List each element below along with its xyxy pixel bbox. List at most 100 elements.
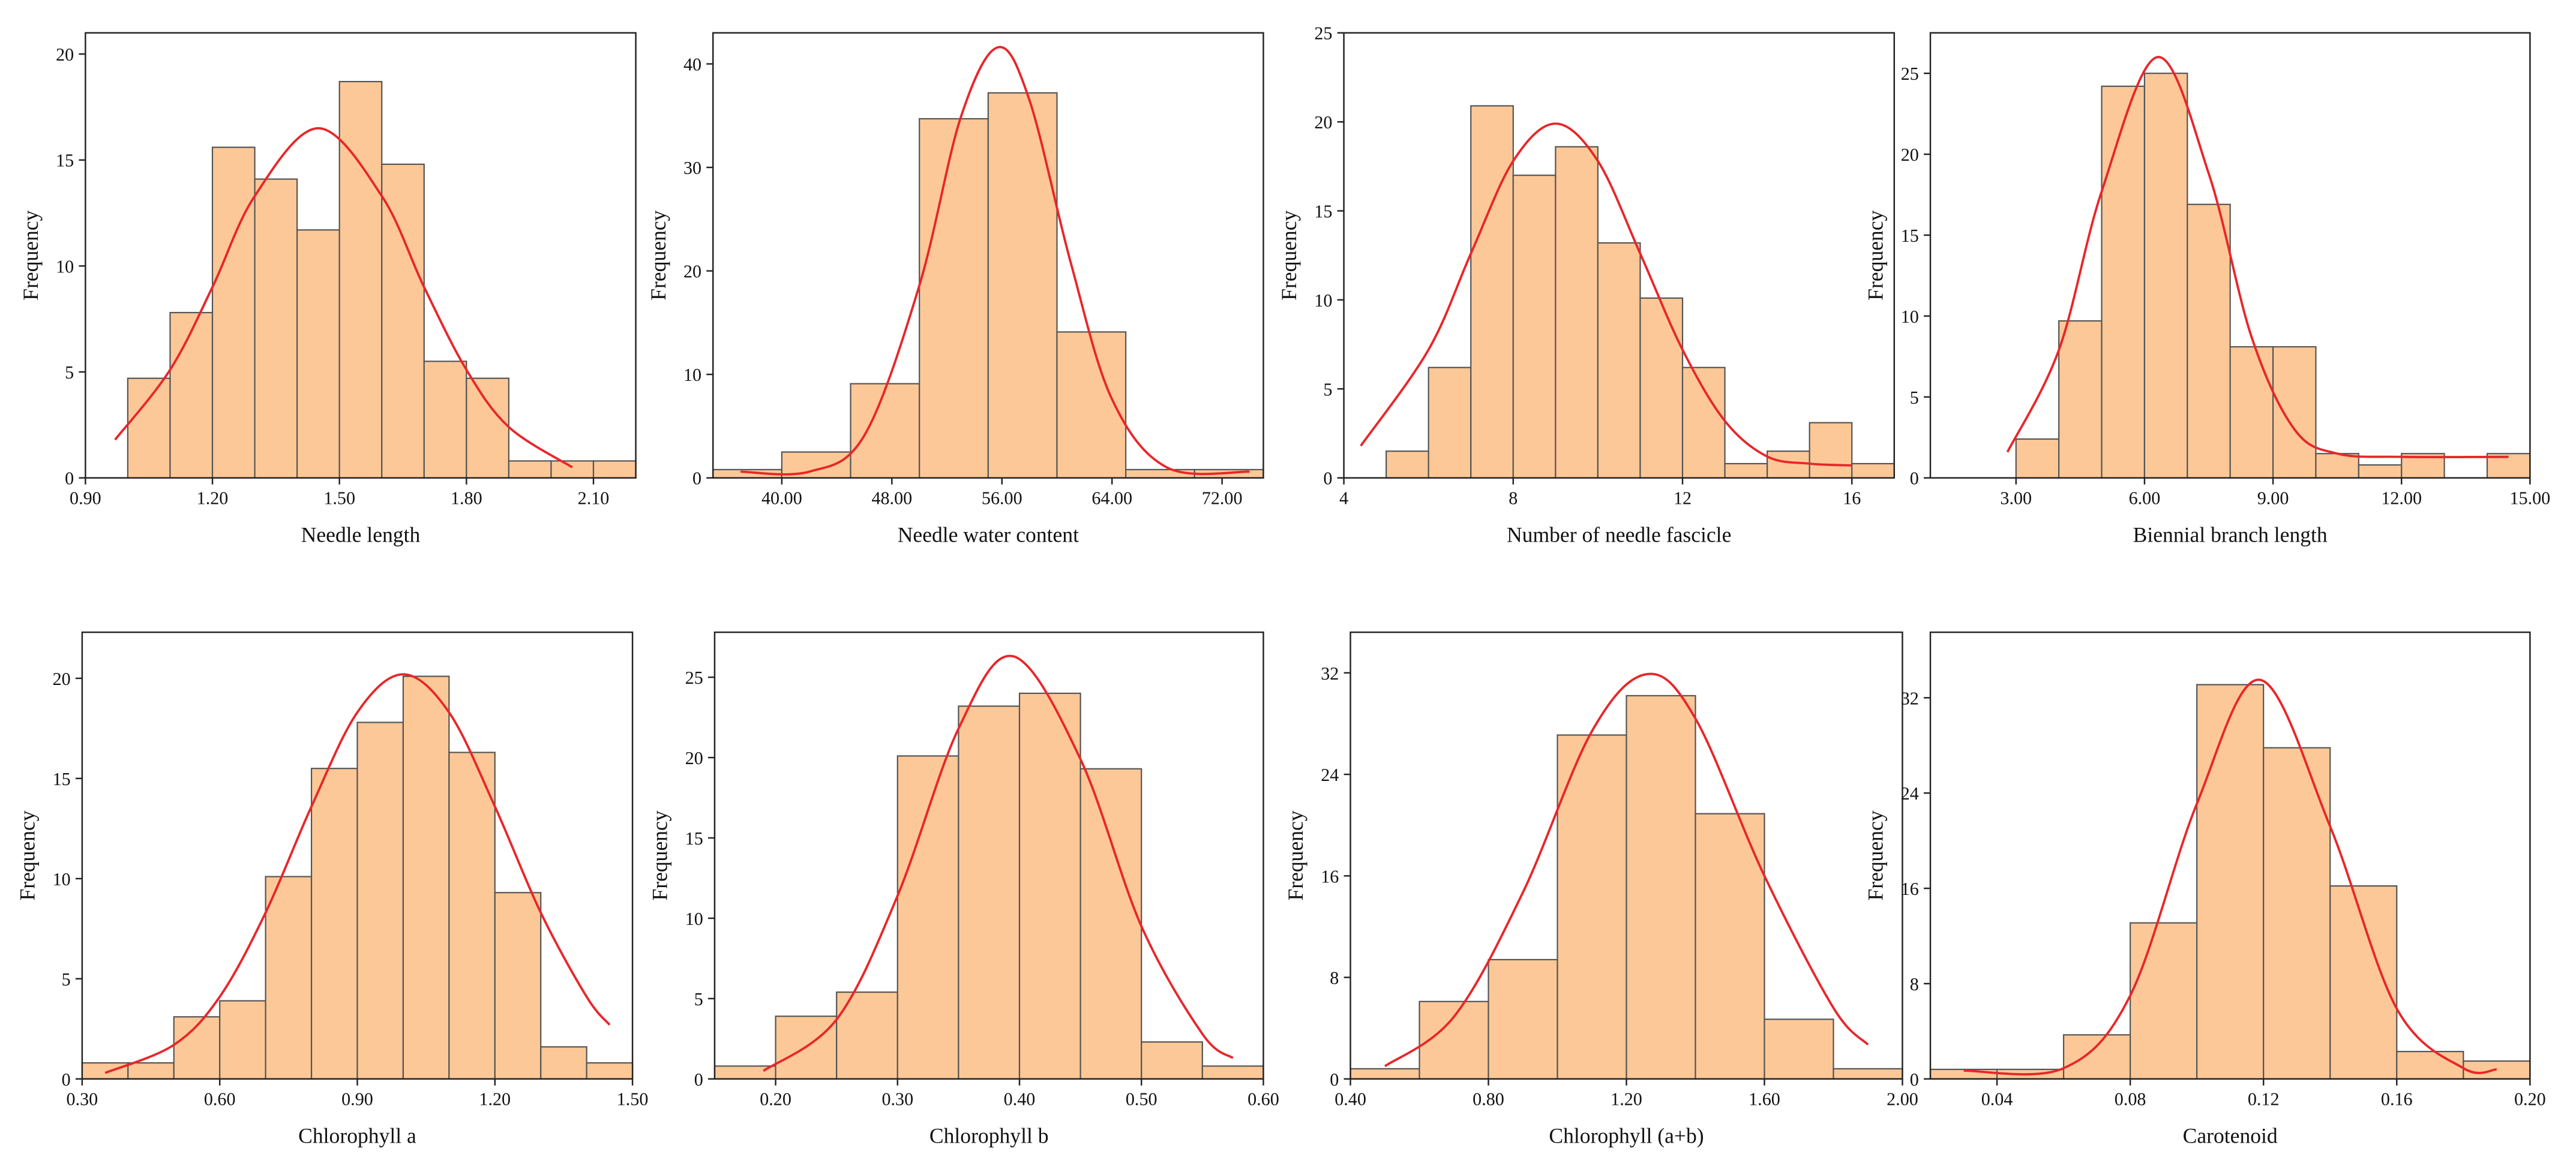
x-axis-title: Chlorophyll b [929, 1124, 1049, 1148]
y-tick-label: 0 [1330, 1069, 1339, 1090]
y-tick-label: 15 [1901, 226, 1919, 246]
y-tick-label: 15 [56, 151, 74, 171]
bar [1809, 422, 1853, 479]
x-tick-label: 0.20 [2514, 1089, 2546, 1110]
y-tick-label: 0 [65, 468, 74, 489]
plot-frame [85, 32, 637, 479]
bar [381, 163, 425, 479]
y-tick-label: 30 [683, 158, 701, 178]
y-tick-label: 5 [1910, 387, 1919, 408]
subplot: 3.00 6.00 9.00 12.00 15.00 0 5 10 15 20 25 Biennial… [1864, 32, 2550, 547]
fit-curve [114, 127, 573, 468]
y-tick-label: 0 [694, 1069, 703, 1090]
x-tick-label: 56.00 [982, 488, 1022, 509]
y-tick-label: 0 [692, 468, 701, 489]
bar [1929, 1068, 1998, 1080]
x-tick-label: 1.50 [323, 488, 355, 509]
fit-curve [740, 46, 1250, 476]
subplot: 4 8 12 16 0 5 10 15 20 25 Number of needle fascicl… [1277, 23, 1896, 547]
y-tick-label: 5 [62, 969, 71, 990]
x-axis-title: Number of needle fascicle [1507, 523, 1731, 547]
fit-curve [104, 673, 611, 1074]
bar [448, 752, 496, 1080]
bar [2463, 1060, 2531, 1080]
bar [1626, 695, 1696, 1080]
subplot: 0.30 0.60 0.90 1.20 1.50 0 5 10 15 20 Chlorophyll … [15, 631, 648, 1148]
y-tick-label: 5 [694, 989, 703, 1009]
y-tick-label: 10 [1901, 306, 1919, 327]
bar [81, 1062, 129, 1080]
x-tick-label: 0.90 [70, 488, 101, 509]
y-tick-label: 8 [1330, 968, 1339, 988]
bar [850, 383, 920, 479]
bar [211, 146, 256, 479]
x-tick-label: 12 [1674, 488, 1692, 509]
x-tick-label: 1.20 [197, 488, 229, 509]
x-tick-label: 0.08 [2115, 1089, 2146, 1110]
y-tick-label: 32 [1321, 663, 1339, 684]
x-tick-label: 8 [1509, 488, 1518, 509]
y-tick-label: 20 [1314, 112, 1332, 133]
fit-curve [1963, 678, 2497, 1076]
bar [127, 377, 171, 479]
bar [310, 768, 358, 1080]
bar [494, 892, 542, 1080]
subplot: 0.40 0.80 1.20 1.60 2.0008162432Chlorophyll … [1283, 631, 1918, 1148]
bar [127, 1062, 175, 1080]
x-tick-label: 1.20 [1611, 1089, 1642, 1110]
bar [219, 1000, 266, 1080]
x-tick-label: 1.20 [479, 1089, 511, 1110]
y-tick-label: 16 [1321, 866, 1339, 886]
plot-frame [712, 32, 1264, 479]
x-tick-label: 2.10 [578, 488, 610, 509]
y-tick-label: 0 [62, 1069, 71, 1090]
y-tick-label: 20 [1901, 145, 1919, 165]
y-tick-label: 25 [685, 668, 703, 688]
y-tick-label: 24 [1321, 765, 1339, 785]
bar [1141, 1041, 1203, 1080]
x-tick-label: 0.60 [1247, 1089, 1279, 1110]
bar [1764, 1018, 1834, 1080]
bar [466, 377, 509, 479]
bar [169, 312, 214, 479]
x-axis-title: Biennial branch length [2133, 523, 2328, 547]
bar [2229, 346, 2274, 479]
bar [2143, 73, 2188, 479]
plot-frame [1929, 631, 2531, 1080]
y-tick-label: 20 [685, 748, 703, 768]
x-tick-label: 0.50 [1126, 1089, 1157, 1110]
fit-curve [1360, 122, 1852, 467]
bar [1557, 734, 1627, 1080]
x-tick-label: 0.80 [1473, 1089, 1504, 1110]
x-tick-label: 1.80 [451, 488, 482, 509]
bar [1681, 366, 1726, 479]
x-tick-label: 1.60 [1749, 1089, 1780, 1110]
plot-frame [713, 631, 1264, 1080]
bar [1724, 462, 1768, 479]
y-axis-title: Frequency [1864, 210, 1888, 300]
y-tick-label: 15 [685, 828, 703, 849]
bar [1018, 692, 1081, 1080]
bar [1639, 297, 1684, 479]
bar [2015, 438, 2060, 479]
bar [1695, 813, 1765, 1080]
fit-curve [1384, 672, 1869, 1068]
bar [1350, 1068, 1420, 1080]
bar [1488, 958, 1558, 1080]
bar [586, 1062, 634, 1080]
y-tick-label: 0 [1323, 468, 1332, 489]
y-tick-label: 10 [1314, 290, 1332, 311]
y-tick-label: 25 [1314, 23, 1332, 44]
y-tick-label: 5 [1323, 379, 1332, 399]
fit-curve [763, 654, 1234, 1072]
x-tick-label: 0.90 [341, 1089, 373, 1110]
subplot: 0.04 0.08 0.12 0.16 0.20 0 8 16 24 32 Carotenoid Fr… [1864, 631, 2546, 1148]
y-axis-title: Frequency [1283, 810, 1308, 900]
bar [356, 722, 404, 1080]
subplot: 0.20 0.30 0.40 0.50 0.60 0 5 10 15 20 25 Chlorophyl… [648, 631, 1279, 1148]
y-tick-label: 10 [56, 256, 74, 277]
y-tick-label: 15 [1314, 202, 1332, 222]
bar [2263, 747, 2331, 1080]
y-tick-label: 25 [1901, 64, 1919, 84]
